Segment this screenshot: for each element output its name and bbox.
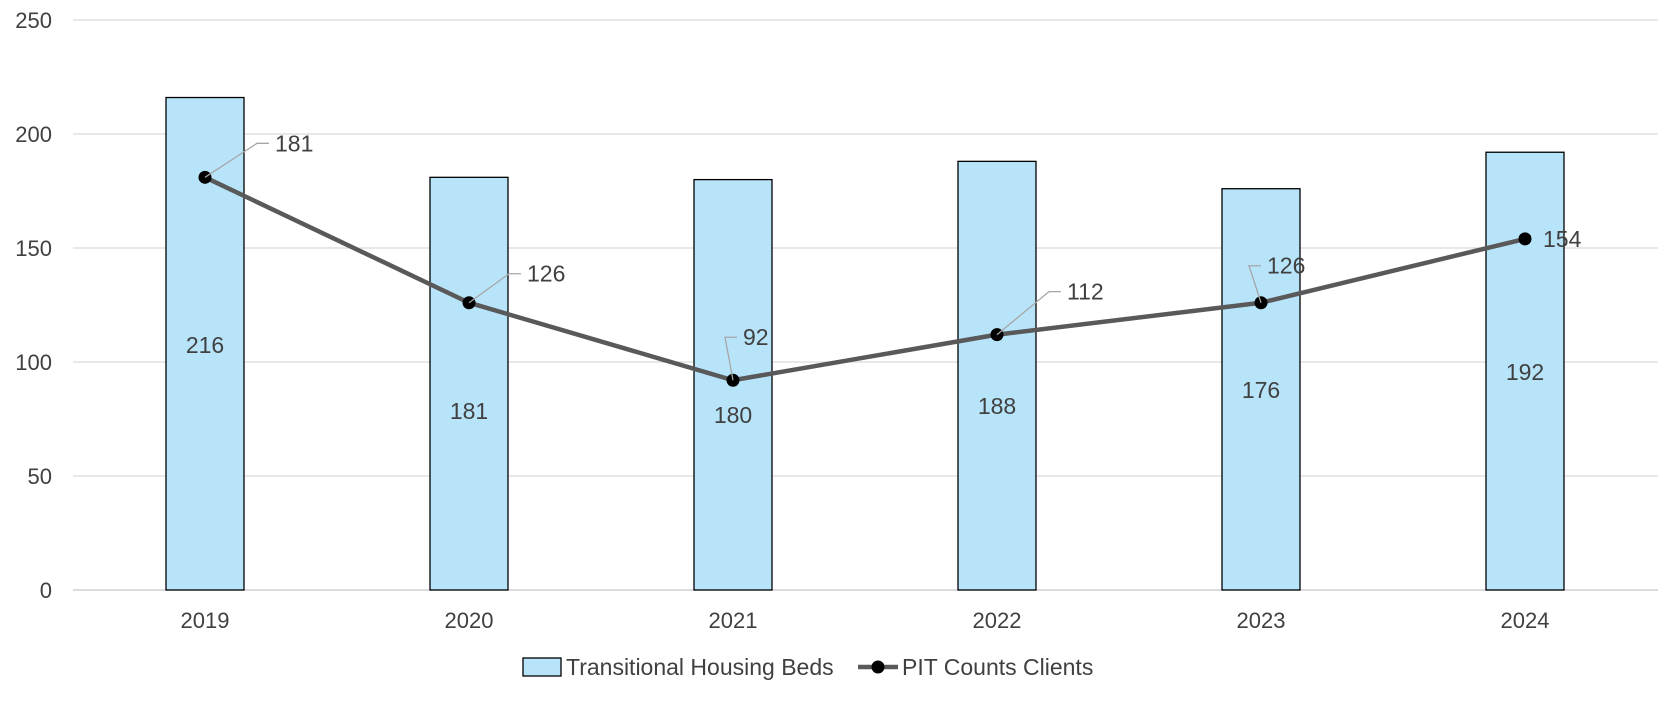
bar-data-label: 180 xyxy=(714,402,752,428)
bar xyxy=(1221,188,1301,591)
legend-label-pit: PIT Counts Clients xyxy=(902,654,1093,680)
leader-line xyxy=(724,336,737,381)
y-tick-label: 150 xyxy=(15,236,52,261)
y-tick-label: 100 xyxy=(15,350,52,375)
y-tick-label: 0 xyxy=(40,578,52,603)
bar-data-label: 181 xyxy=(450,398,488,424)
x-tick-label: 2021 xyxy=(709,608,758,633)
leader-line xyxy=(996,290,1061,336)
x-tick-label: 2019 xyxy=(181,608,230,633)
y-axis-ticks: 0 50 100 150 200 250 xyxy=(15,8,52,603)
line-data-label: 126 xyxy=(527,261,565,287)
legend-bar-swatch xyxy=(522,657,562,677)
line-data-label: 181 xyxy=(275,130,313,156)
line-data-label: 154 xyxy=(1543,226,1582,252)
line-data-label: 92 xyxy=(743,324,769,350)
line-data-label: 126 xyxy=(1267,253,1305,279)
gridlines xyxy=(73,19,1658,591)
x-tick-label: 2024 xyxy=(1501,608,1550,633)
bar-data-label: 176 xyxy=(1242,377,1280,403)
legend: Transitional Housing Beds PIT Counts Clie… xyxy=(522,654,1093,680)
line-point xyxy=(1518,232,1532,246)
x-tick-label: 2020 xyxy=(445,608,494,633)
y-tick-label: 250 xyxy=(15,8,52,33)
legend-label-beds: Transitional Housing Beds xyxy=(566,654,834,680)
leader-line xyxy=(1248,265,1262,303)
x-tick-label: 2022 xyxy=(973,608,1022,633)
bar-data-label: 216 xyxy=(186,332,224,358)
bar xyxy=(1485,151,1565,591)
line-series xyxy=(198,170,1532,387)
line-data-labels: 181 126 92 112 126 154 xyxy=(204,130,1582,381)
bar-series xyxy=(165,96,1565,591)
line-data-label: 112 xyxy=(1067,279,1104,305)
x-axis-ticks: 2019 2020 2021 2022 2023 2024 xyxy=(181,608,1550,633)
bar xyxy=(429,176,509,591)
x-tick-label: 2023 xyxy=(1237,608,1286,633)
leader-line xyxy=(468,273,521,304)
legend-line-marker xyxy=(871,660,885,674)
bar-data-labels: 216 181 180 188 176 192 xyxy=(186,332,1544,428)
line-series-path xyxy=(202,175,1528,383)
bar-data-label: 188 xyxy=(978,393,1016,419)
bar-data-label: 192 xyxy=(1506,359,1544,385)
bar xyxy=(957,160,1037,591)
y-tick-label: 200 xyxy=(15,122,52,147)
y-tick-label: 50 xyxy=(28,464,52,489)
leader-line xyxy=(204,142,269,178)
